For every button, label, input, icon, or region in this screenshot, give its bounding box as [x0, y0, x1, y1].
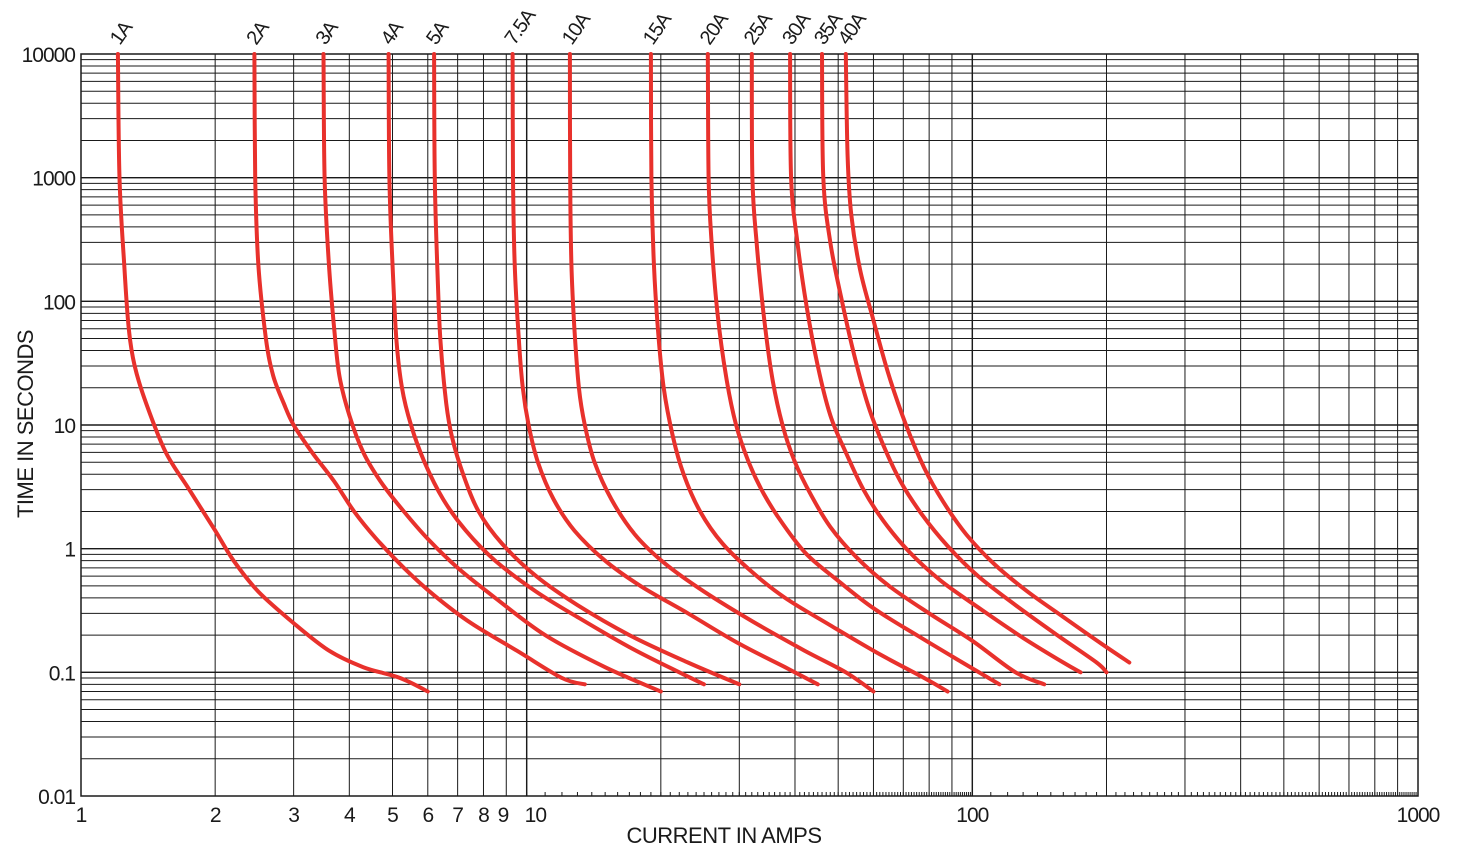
curve-25a [749, 52, 1047, 687]
y-tick-label: 10000 [22, 44, 76, 67]
curve-20a [705, 52, 1002, 687]
x-tick-label: 4 [344, 804, 356, 827]
x-tick-label: 1 [76, 804, 87, 827]
y-tick-label: 0.1 [49, 662, 76, 685]
y-tick-label: 0.01 [38, 786, 75, 809]
curve-40a [843, 52, 1132, 665]
curve-label-20a: 20A [696, 8, 734, 49]
curve-10a [567, 52, 876, 694]
x-tick-label: 3 [288, 804, 299, 827]
curve-7-5a [510, 52, 820, 687]
curve-4a [386, 52, 706, 687]
curve-35a [820, 52, 1109, 675]
y-tick-label: 100 [43, 291, 75, 314]
x-axis-tick-labels: 1 2 3 4 5 6 7 8 9 10 100 1000 [76, 804, 1441, 827]
x-tick-label: 8 [478, 804, 489, 827]
x-axis-title: CURRENT IN AMPS [626, 823, 821, 848]
curve-label-2a: 2A [242, 16, 274, 48]
plot-frame [80, 53, 1419, 797]
x-tick-label: 10 [525, 804, 547, 827]
y-axis-title: TIME IN SECONDS [13, 330, 38, 518]
x-tick-label: 5 [387, 804, 398, 827]
curve-label-15a: 15A [639, 8, 677, 49]
curve-5a [432, 52, 742, 687]
curve-15a [648, 52, 950, 694]
x-tick-label: 6 [422, 804, 433, 827]
y-axis-tick-labels: 10000 1000 100 10 1 0.1 0.01 [22, 44, 77, 809]
x-tick-label: 100 [956, 804, 988, 827]
x-tick-label: 1000 [1397, 804, 1440, 827]
curve-label-40a: 40A [834, 8, 872, 49]
y-tick-label: 1 [64, 539, 75, 562]
curve-label-5a: 5A [422, 16, 454, 48]
curve-label-1a: 1A [106, 16, 138, 48]
x-tick-label: 9 [498, 804, 509, 827]
curve-label-4a: 4A [377, 16, 409, 48]
y-tick-label: 10 [54, 415, 76, 438]
curve-label-7-5a: 7.5A [501, 4, 541, 48]
curve-30a [788, 52, 1083, 675]
x-tick-label: 2 [210, 804, 221, 827]
curve-label-30a: 30A [778, 8, 816, 49]
fuse-curves [115, 52, 1132, 694]
y-tick-label: 1000 [32, 168, 75, 191]
x-tick-label: 7 [452, 804, 463, 827]
curve-label-3a: 3A [312, 16, 344, 48]
curve-1a [115, 52, 430, 694]
curve-2a [252, 52, 587, 687]
curve-label-25a: 25A [740, 8, 778, 49]
curve-label-10a: 10A [558, 8, 596, 49]
curve-3a [321, 52, 663, 694]
